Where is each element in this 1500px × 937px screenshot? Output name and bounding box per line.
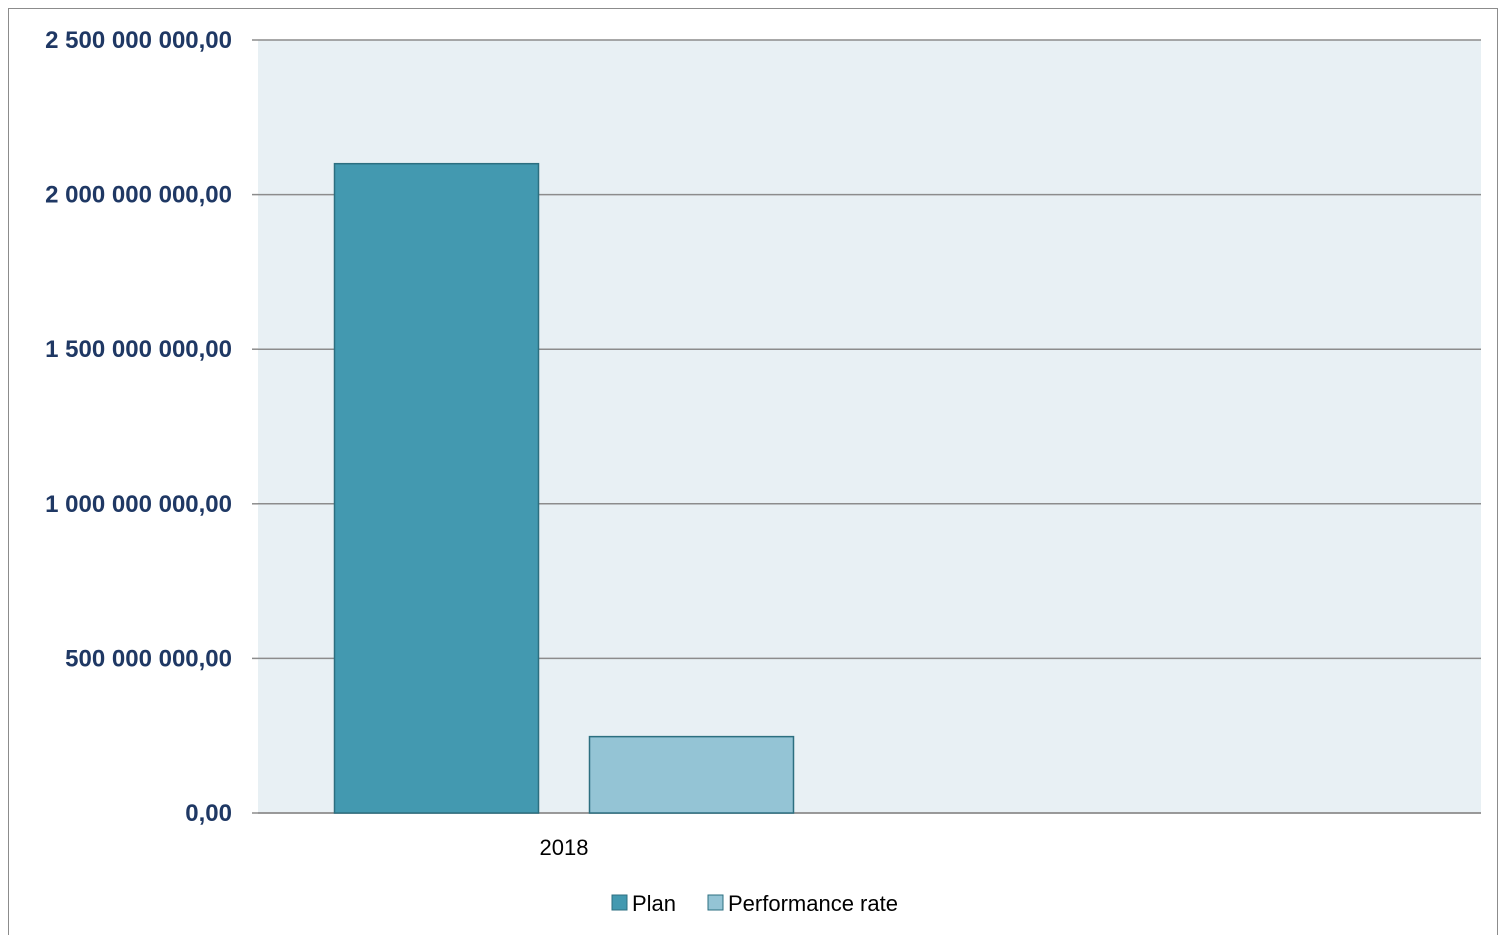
legend: Plan Performance rate: [612, 891, 898, 916]
legend-swatch: [708, 895, 723, 910]
y-axis-tick-labels: 0,00 500 000 000,00 1 000 000 000,00 1 500 …: [45, 27, 232, 827]
y-tick-label: 0,00: [185, 800, 232, 827]
legend-label: Plan: [632, 891, 676, 916]
bar-performance-rate: [590, 737, 794, 813]
y-tick-label: 2 500 000 000,00: [45, 27, 232, 54]
y-tick-label: 1 500 000 000,00: [45, 336, 232, 363]
legend-label: Performance rate: [728, 891, 898, 916]
x-axis-tick-labels: 2018: [540, 835, 589, 860]
x-tick-label: 2018: [540, 835, 589, 860]
y-tick-label: 500 000 000,00: [65, 645, 232, 672]
legend-swatch: [612, 895, 627, 910]
y-tick-label: 2 000 000 000,00: [45, 182, 232, 209]
y-tick-label: 1 000 000 000,00: [45, 491, 232, 518]
bar-plan: [335, 164, 539, 813]
